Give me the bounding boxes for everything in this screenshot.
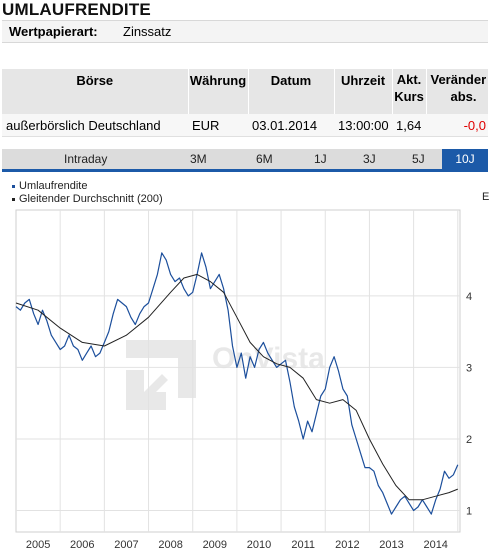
tab-1j[interactable]: 1J	[314, 152, 327, 166]
chart-legend: Umlaufrendite Gleitender Durchschnitt (2…	[12, 180, 163, 206]
legend-swatch-series-icon	[12, 184, 15, 188]
page-title: UMLAUFRENDITE	[2, 0, 151, 19]
x-tick-label: 2005	[26, 539, 50, 551]
security-type-row: Wertpapierart: Zinssatz	[2, 20, 488, 43]
quote-table: Börse Währung Datum Uhrzeit Akt. Kurs Ver…	[2, 69, 489, 137]
header-price: Akt. Kurs	[392, 69, 427, 114]
legend-label-series: Umlaufrendite	[19, 180, 88, 192]
cell-change: -0,0	[426, 114, 488, 137]
tab-10j[interactable]: 10J	[442, 149, 488, 169]
series-line-moving-average	[15, 273, 458, 501]
header-exchange: Börse	[2, 69, 189, 114]
y-axis-label-cut: E	[482, 191, 489, 203]
y-tick-label: 1	[466, 506, 472, 518]
quote-table-header: Börse Währung Datum Uhrzeit Akt. Kurs Ver…	[2, 69, 489, 114]
cell-currency: EUR	[188, 114, 248, 137]
x-tick-label: 2012	[335, 539, 359, 551]
onvista-watermark: OnVista	[126, 340, 325, 410]
security-type-value: Zinssatz	[123, 24, 172, 39]
legend-item-average: Gleitender Durchschnitt (200)	[12, 193, 163, 206]
plot-frame	[15, 209, 461, 533]
table-row[interactable]: außerbörslich Deutschland EUR 03.01.2014…	[2, 114, 488, 137]
header-change: Veränder abs.	[426, 69, 489, 114]
x-tick-label: 2006	[70, 539, 94, 551]
timeframe-tabs: Intraday 3M 6M 1J 3J 5J 10J	[2, 149, 488, 172]
tab-3j[interactable]: 3J	[363, 152, 376, 166]
x-tick-label: 2007	[114, 539, 138, 551]
series-line-umlaufrendite	[15, 252, 459, 515]
y-tick-label: 2	[466, 434, 472, 446]
x-tick-label: 2009	[203, 539, 227, 551]
y-tick-label: 3	[466, 362, 472, 374]
x-tick-label: 2014	[423, 539, 447, 551]
tab-intraday[interactable]: Intraday	[64, 152, 108, 166]
legend-swatch-average-icon	[12, 197, 15, 201]
legend-label-average: Gleitender Durchschnitt (200)	[19, 193, 163, 205]
legend-item-series: Umlaufrendite	[12, 180, 163, 193]
yield-chart: OnVista 1 2 3 4 2005 2006 2007 2008 2009 2010 201…	[15, 191, 489, 551]
cell-date: 03.01.2014	[248, 114, 334, 137]
x-tick-label: 2008	[158, 539, 182, 551]
tab-5j[interactable]: 5J	[412, 152, 425, 166]
tab-3m[interactable]: 3M	[190, 152, 207, 166]
header-date: Datum	[248, 69, 335, 114]
header-time: Uhrzeit	[334, 69, 393, 114]
tab-6m[interactable]: 6M	[256, 152, 273, 166]
header-currency: Währung	[188, 69, 249, 114]
watermark-text: OnVista	[212, 342, 325, 375]
cell-time: 13:00:00	[334, 114, 392, 137]
x-tick-label: 2011	[291, 539, 315, 551]
y-tick-label: 4	[466, 291, 472, 303]
cell-exchange: außerbörslich Deutschland	[2, 114, 188, 137]
security-type-label: Wertpapierart:	[9, 24, 98, 39]
x-tick-label: 2010	[247, 539, 271, 551]
cell-price: 1,64	[392, 114, 426, 137]
x-tick-label: 2013	[379, 539, 403, 551]
